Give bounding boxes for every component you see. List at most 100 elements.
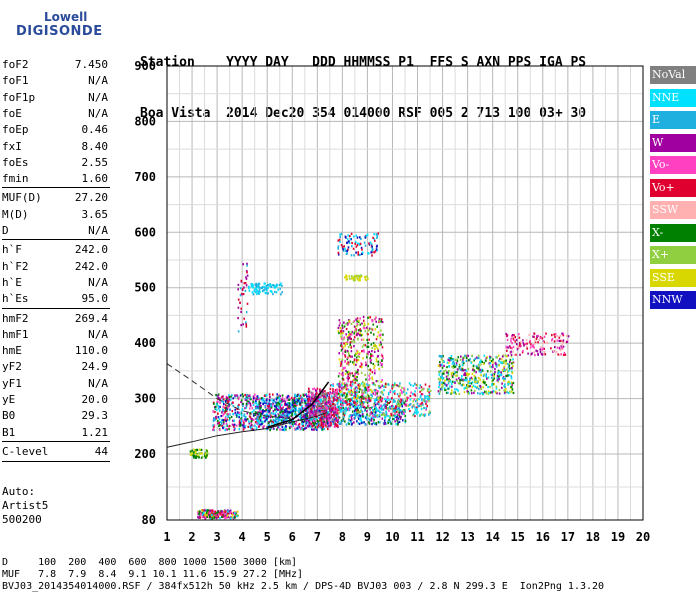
echo-point xyxy=(451,362,454,365)
echo-point xyxy=(377,349,379,352)
echo-point xyxy=(356,420,358,423)
echo-point xyxy=(231,516,233,519)
echo-point xyxy=(234,516,236,519)
echo-point xyxy=(540,352,543,356)
echo-point xyxy=(279,408,282,411)
echo-point xyxy=(358,329,361,332)
echo-point xyxy=(268,423,271,427)
echo-point xyxy=(373,251,376,254)
auto-label: Auto: xyxy=(2,485,36,498)
echo-point xyxy=(393,390,396,393)
echo-point xyxy=(379,398,381,401)
echo-point xyxy=(390,422,392,425)
echo-point xyxy=(376,355,379,358)
echo-point xyxy=(280,409,283,412)
echo-point xyxy=(348,275,350,278)
echo-point xyxy=(358,390,360,393)
echo-point xyxy=(296,402,298,405)
echo-point xyxy=(363,391,366,394)
echo-point xyxy=(321,428,324,431)
echo-point xyxy=(381,390,383,393)
echo-point xyxy=(353,394,355,398)
echo-point xyxy=(353,360,355,363)
echo-point xyxy=(231,394,233,397)
echo-point xyxy=(263,400,266,403)
echo-point xyxy=(519,343,521,346)
echo-point xyxy=(381,365,384,368)
echo-point xyxy=(361,391,363,394)
echo-point xyxy=(234,394,236,397)
echo-point xyxy=(320,421,323,425)
legend-item: SSE xyxy=(650,268,696,287)
legend-item: SSW xyxy=(650,201,696,219)
echo-point xyxy=(242,404,244,407)
echo-point xyxy=(370,411,373,414)
param-separator xyxy=(2,187,110,189)
echo-point xyxy=(308,400,311,403)
echo-point xyxy=(210,515,212,518)
echo-point xyxy=(353,325,356,328)
echo-point xyxy=(266,419,268,422)
echo-point xyxy=(219,401,221,405)
echo-point xyxy=(381,391,384,395)
y-tick-label: 800 xyxy=(134,114,156,128)
echo-point xyxy=(518,346,520,350)
echo-point xyxy=(441,372,444,375)
echo-point xyxy=(230,395,232,398)
echo-point xyxy=(378,344,381,347)
echo-point xyxy=(352,379,355,382)
echo-point xyxy=(338,388,341,391)
echo-point xyxy=(364,278,367,281)
echo-point xyxy=(286,414,289,417)
echo-point xyxy=(340,408,343,411)
echo-point xyxy=(279,428,282,431)
echo-point xyxy=(338,352,340,355)
echo-point xyxy=(496,392,498,395)
echo-point xyxy=(347,375,350,378)
echo-point xyxy=(336,389,338,392)
echo-point xyxy=(437,377,440,381)
echo-point xyxy=(446,377,448,381)
echo-point xyxy=(305,426,308,429)
echo-point xyxy=(417,411,419,414)
echo-point xyxy=(198,514,201,517)
echo-point xyxy=(207,513,209,517)
echo-point xyxy=(504,385,506,389)
echo-point xyxy=(472,384,475,387)
echo-point xyxy=(254,411,257,414)
echo-point xyxy=(351,241,353,245)
echo-point xyxy=(325,395,328,398)
echo-point xyxy=(356,360,358,363)
echo-point xyxy=(269,416,272,419)
echo-point xyxy=(314,396,316,399)
echo-point xyxy=(293,398,295,401)
echo-point xyxy=(350,346,353,349)
echo-point xyxy=(239,422,242,425)
echo-point xyxy=(299,409,302,412)
echo-point xyxy=(394,412,396,415)
echo-point xyxy=(222,395,224,398)
echo-point xyxy=(234,395,236,398)
echo-point xyxy=(220,510,223,513)
echo-point xyxy=(513,334,515,337)
echo-point xyxy=(291,403,294,407)
echo-point xyxy=(356,350,359,353)
echo-point xyxy=(483,354,486,357)
echo-point xyxy=(415,387,417,390)
echo-point xyxy=(267,284,269,287)
echo-point xyxy=(506,338,509,341)
echo-point xyxy=(194,450,197,453)
echo-point xyxy=(355,399,358,403)
echo-point xyxy=(396,409,399,412)
echo-point xyxy=(231,410,234,413)
echo-point xyxy=(342,409,345,412)
echo-point xyxy=(360,338,363,341)
echo-point xyxy=(263,416,265,419)
echo-point xyxy=(266,292,268,295)
echo-point xyxy=(407,388,409,391)
echo-point xyxy=(260,414,262,418)
echo-point xyxy=(339,364,342,367)
echo-point xyxy=(409,409,411,413)
echo-point xyxy=(269,419,272,422)
echo-point xyxy=(502,376,505,379)
